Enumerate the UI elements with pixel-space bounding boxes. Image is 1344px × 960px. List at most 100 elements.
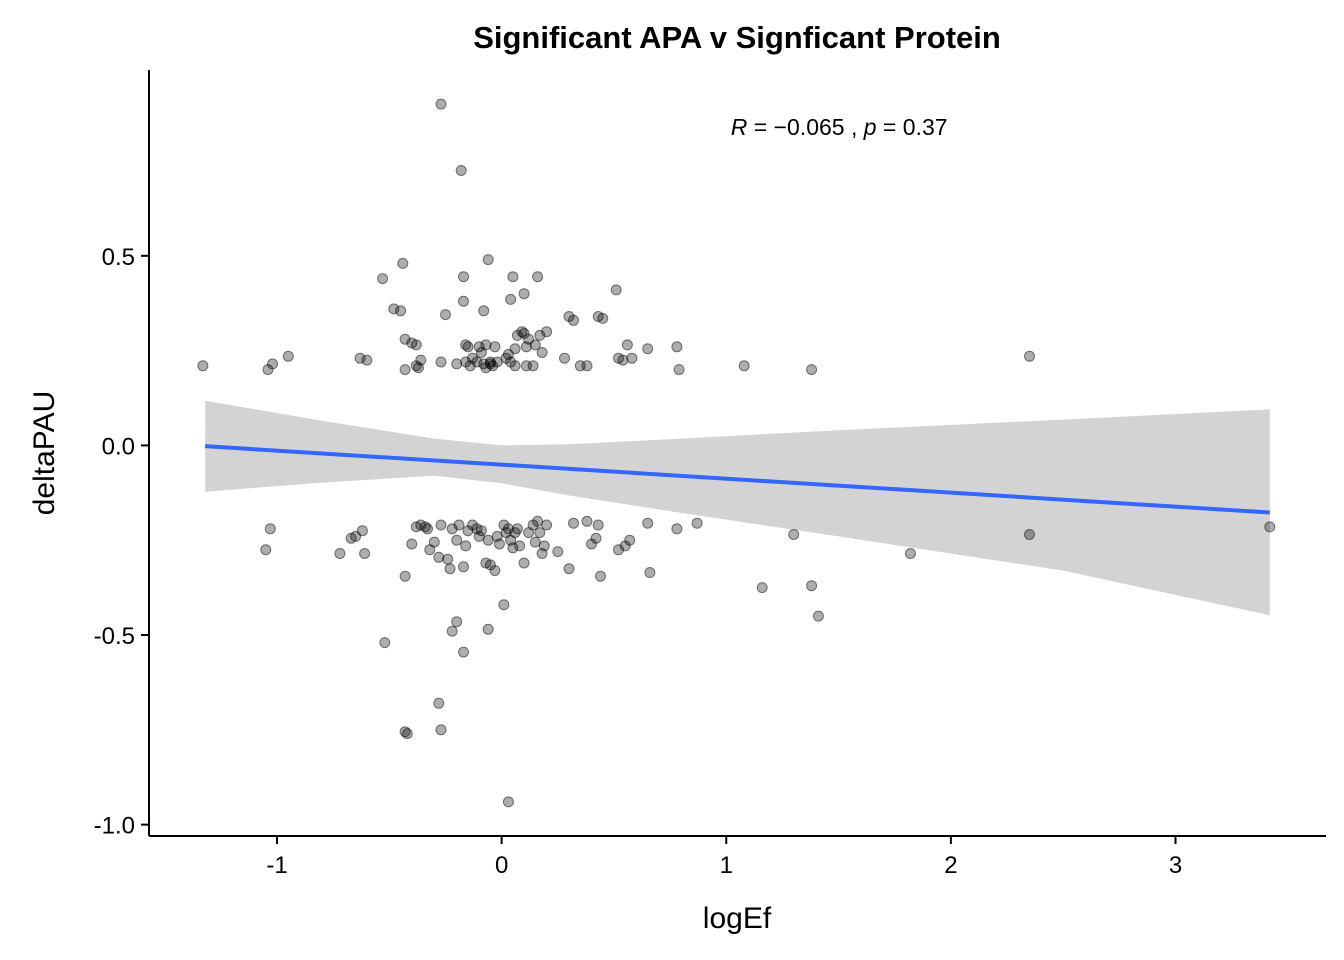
data-point bbox=[451, 358, 463, 370]
data-point bbox=[642, 343, 654, 355]
data-point bbox=[590, 532, 602, 544]
data-point bbox=[444, 563, 456, 575]
data-point bbox=[507, 271, 519, 283]
data-point bbox=[433, 697, 445, 709]
data-point bbox=[478, 358, 490, 370]
data-point bbox=[433, 551, 445, 563]
data-point bbox=[482, 254, 494, 266]
data-point bbox=[442, 553, 454, 565]
data-point bbox=[905, 548, 916, 559]
data-point bbox=[507, 542, 519, 554]
data-point bbox=[455, 165, 467, 176]
data-point bbox=[671, 523, 683, 535]
data-point bbox=[534, 527, 546, 539]
data-point bbox=[738, 360, 750, 372]
points-layer bbox=[197, 98, 1276, 808]
data-point bbox=[399, 333, 411, 345]
data-point bbox=[529, 339, 541, 351]
data-point bbox=[518, 557, 530, 569]
annotation-r-value: = −0.065 , bbox=[747, 114, 863, 140]
data-point bbox=[361, 354, 373, 366]
data-point bbox=[489, 341, 501, 353]
data-point bbox=[478, 305, 490, 317]
data-point bbox=[505, 293, 517, 305]
data-point bbox=[267, 358, 278, 370]
data-point bbox=[379, 637, 391, 649]
x-tick-label: 1 bbox=[720, 852, 733, 879]
data-point bbox=[458, 646, 469, 658]
data-point bbox=[788, 529, 800, 540]
data-point bbox=[359, 548, 371, 559]
data-point bbox=[453, 519, 465, 531]
data-point bbox=[460, 540, 472, 552]
data-point bbox=[451, 534, 463, 546]
data-point bbox=[482, 534, 494, 546]
data-point bbox=[493, 538, 505, 550]
data-point bbox=[1264, 521, 1276, 533]
data-point bbox=[460, 356, 472, 368]
data-point bbox=[610, 284, 622, 296]
data-point bbox=[480, 339, 492, 351]
data-point bbox=[422, 523, 433, 535]
x-axis-label: logEf bbox=[703, 902, 772, 935]
data-point bbox=[1024, 350, 1035, 362]
y-ticks: -1.0 -0.5 0.0 0.5 bbox=[94, 244, 149, 840]
data-point bbox=[541, 519, 553, 531]
data-point bbox=[644, 567, 656, 578]
data-point bbox=[559, 352, 570, 364]
data-point bbox=[458, 295, 469, 307]
data-point bbox=[395, 305, 407, 317]
data-point bbox=[484, 356, 496, 368]
data-point bbox=[624, 534, 636, 546]
data-point bbox=[435, 519, 447, 531]
data-point bbox=[568, 314, 579, 326]
data-point bbox=[595, 570, 606, 582]
data-point bbox=[415, 354, 427, 366]
data-point bbox=[529, 536, 541, 548]
x-tick-label: 0 bbox=[495, 852, 508, 879]
data-point bbox=[489, 565, 501, 577]
data-point bbox=[581, 360, 593, 372]
annotation-p-value: = 0.37 bbox=[877, 114, 948, 140]
data-point bbox=[563, 563, 575, 575]
data-point bbox=[428, 536, 440, 548]
data-point bbox=[812, 610, 824, 622]
data-point bbox=[673, 364, 685, 376]
x-tick-label: 3 bbox=[1169, 852, 1182, 879]
data-point bbox=[435, 724, 447, 736]
data-point bbox=[410, 339, 422, 351]
data-point bbox=[473, 530, 485, 542]
data-point bbox=[260, 544, 272, 556]
data-point bbox=[691, 517, 703, 529]
data-point bbox=[756, 582, 768, 594]
data-point bbox=[401, 728, 413, 740]
y-tick-label: -0.5 bbox=[94, 623, 135, 650]
data-point bbox=[532, 515, 544, 527]
data-point bbox=[536, 347, 548, 358]
data-point bbox=[458, 271, 469, 283]
data-point bbox=[462, 341, 474, 353]
data-point bbox=[532, 271, 544, 283]
data-point bbox=[597, 312, 609, 324]
data-point bbox=[581, 515, 593, 527]
data-point bbox=[613, 544, 624, 556]
chart-title: Significant APA v Signficant Protein bbox=[473, 20, 1001, 55]
data-point bbox=[511, 523, 523, 535]
annotation-r-symbol: R bbox=[731, 114, 748, 140]
data-point bbox=[282, 350, 294, 362]
correlation-annotation: R = −0.065 , p = 0.37 bbox=[731, 114, 948, 140]
regression-line bbox=[205, 444, 1270, 515]
annotation-p-symbol: p bbox=[863, 114, 877, 140]
data-point bbox=[388, 303, 400, 315]
data-point bbox=[518, 288, 530, 300]
data-point bbox=[621, 339, 633, 351]
data-point bbox=[527, 360, 539, 372]
y-axis-label: deltaPAU bbox=[28, 391, 61, 516]
y-tick-label: -1.0 bbox=[94, 813, 135, 840]
y-tick-label: 0.0 bbox=[102, 433, 135, 460]
data-point bbox=[397, 257, 409, 269]
data-point bbox=[502, 523, 514, 535]
data-point bbox=[446, 523, 458, 535]
data-point bbox=[626, 352, 638, 364]
x-tick-label: -1 bbox=[266, 852, 287, 879]
